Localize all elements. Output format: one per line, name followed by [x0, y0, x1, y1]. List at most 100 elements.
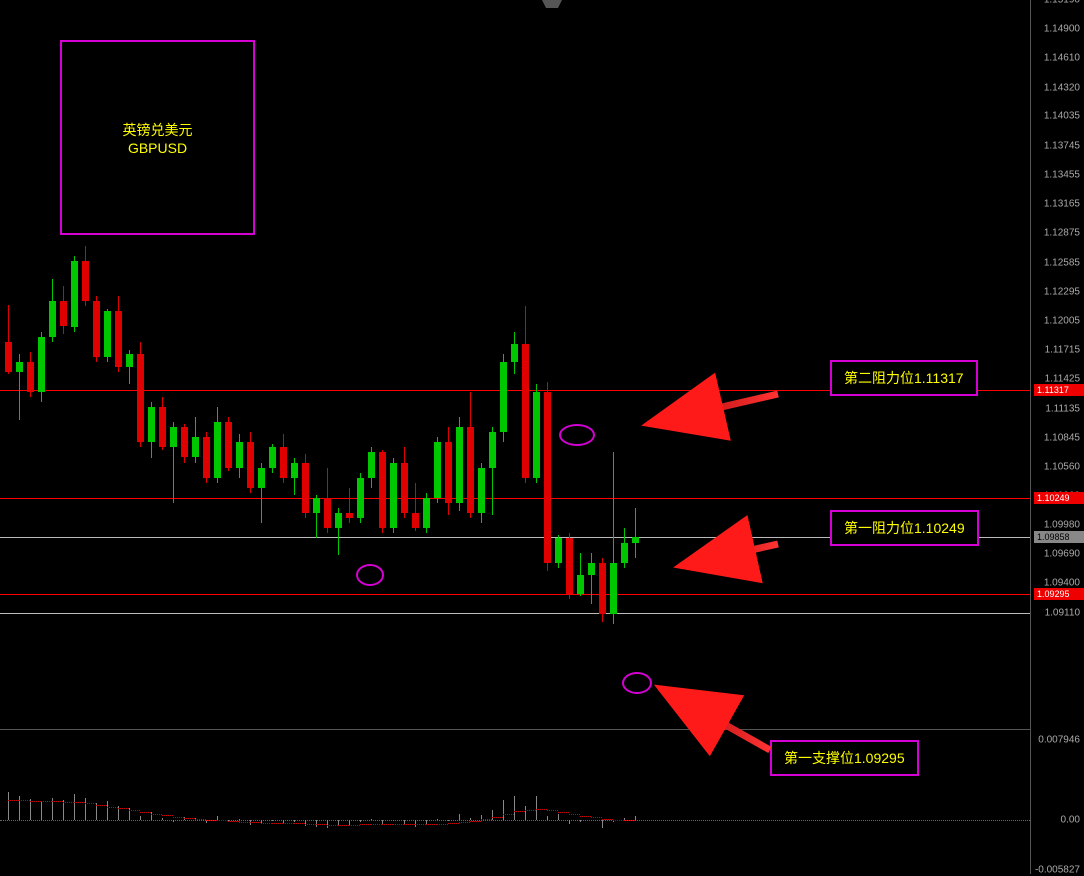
indicator-ma-segment — [404, 824, 415, 825]
price-tick: 1.15190 — [1044, 0, 1080, 6]
indicator-histogram-bar — [305, 820, 306, 826]
indicator-ma-segment — [129, 810, 140, 811]
indicator-ma-segment — [162, 815, 173, 816]
indicator-ma-segment — [613, 820, 624, 821]
indicator-histogram-bar — [63, 800, 64, 820]
indicator-histogram-bar — [294, 820, 295, 822]
indicator-ma-segment — [580, 816, 591, 817]
price-marker: 1.10249 — [1034, 492, 1084, 504]
indicator-ma-segment — [437, 824, 448, 825]
symbol-code: GBPUSD — [128, 140, 187, 156]
chart-container: 1.151901.149001.146101.143201.140351.137… — [0, 0, 1084, 874]
indicator-ma-segment — [547, 810, 558, 811]
annotation-label: 第二阻力位1.11317 — [844, 370, 964, 386]
indicator-ma-segment — [514, 811, 525, 812]
indicator-histogram-bar — [272, 820, 273, 821]
indicator-histogram-bar — [74, 794, 75, 820]
indicator-histogram-bar — [635, 816, 636, 820]
indicator-histogram-bar — [371, 819, 372, 820]
indicator-ma-segment — [492, 817, 503, 818]
indicator-histogram-bar — [448, 820, 449, 821]
indicator-histogram-bar — [459, 814, 460, 820]
price-tick: 1.12295 — [1044, 286, 1080, 297]
horizontal-level-line — [0, 498, 1030, 499]
indicator-histogram-bar — [525, 806, 526, 820]
indicator-ma-segment — [261, 823, 272, 824]
price-marker: 1.09295 — [1034, 588, 1084, 600]
annotation-resistance-2: 第二阻力位1.11317 — [830, 360, 978, 396]
indicator-histogram-bar — [162, 818, 163, 820]
horizontal-level-line — [0, 594, 1030, 595]
indicator-tick: 0.00 — [1061, 815, 1080, 826]
indicator-ma-segment — [173, 817, 184, 818]
indicator-ma-segment — [470, 821, 481, 822]
symbol-title: 英镑兑美元 — [123, 120, 193, 140]
indicator-ma-segment — [536, 809, 547, 810]
indicator-ma-segment — [558, 812, 569, 813]
price-tick: 1.09110 — [1045, 607, 1080, 618]
price-tick: 1.13165 — [1044, 199, 1080, 210]
indicator-ma-segment — [569, 814, 580, 815]
indicator-ma-segment — [63, 802, 74, 803]
indicator-histogram-bar — [30, 799, 31, 820]
price-tick: 1.12005 — [1044, 315, 1080, 326]
indicator-ma-segment — [602, 819, 613, 820]
indicator-tick: 0.007946 — [1038, 735, 1080, 746]
price-tick: 1.14035 — [1044, 111, 1080, 122]
indicator-histogram-bar — [107, 801, 108, 820]
indicator-histogram-bar — [360, 820, 361, 822]
indicator-zero-line — [0, 820, 1030, 821]
indicator-ma-segment — [118, 808, 129, 809]
annotation-resistance-1: 第一阻力位1.10249 — [830, 510, 979, 546]
indicator-histogram-bar — [602, 820, 603, 828]
indicator-ma-segment — [294, 823, 305, 824]
indicator-histogram-bar — [327, 820, 328, 828]
price-marker: 1.11317 — [1034, 384, 1084, 396]
indicator-ma-segment — [52, 801, 63, 802]
price-tick: 1.13455 — [1044, 169, 1080, 180]
indicator-histogram-bar — [470, 818, 471, 820]
indicator-ma-segment — [19, 800, 30, 801]
indicator-ma-segment — [85, 803, 96, 804]
indicator-histogram-bar — [437, 819, 438, 820]
indicator-histogram-bar — [580, 820, 581, 822]
indicator-ma-segment — [393, 824, 404, 825]
indicator-ma-segment — [525, 810, 536, 811]
indicator-histogram-bar — [140, 816, 141, 820]
indicator-ma-segment — [184, 818, 195, 819]
indicator-ma-segment — [151, 814, 162, 815]
price-tick: 1.14320 — [1044, 82, 1080, 93]
indicator-histogram-bar — [503, 800, 504, 820]
indicator-ma-segment — [360, 824, 371, 825]
indicator-ma-segment — [41, 801, 52, 802]
indicator-ma-segment — [206, 820, 217, 821]
indicator-ma-segment — [96, 805, 107, 806]
indicator-histogram-bar — [547, 816, 548, 820]
indicator-ma-segment — [217, 820, 228, 821]
indicator-ma-segment — [316, 824, 327, 825]
price-tick: 1.11425 — [1045, 374, 1080, 385]
indicator-ma-segment — [305, 824, 316, 825]
indicator-ma-segment — [591, 817, 602, 818]
indicator-ma-segment — [228, 821, 239, 822]
price-tick: 1.12585 — [1044, 257, 1080, 268]
indicator-ma-segment — [74, 802, 85, 803]
highlight-circle — [356, 564, 384, 586]
indicator-ma-segment — [426, 824, 437, 825]
indicator-histogram-bar — [569, 820, 570, 824]
indicator-ma-segment — [327, 825, 338, 826]
indicator-histogram-bar — [239, 819, 240, 820]
price-tick: 1.10560 — [1044, 461, 1080, 472]
horizontal-level-line — [0, 613, 1030, 614]
indicator-ma-segment — [140, 812, 151, 813]
price-tick: 1.13745 — [1044, 140, 1080, 151]
price-axis: 1.151901.149001.146101.143201.140351.137… — [1030, 0, 1084, 874]
indicator-histogram-bar — [8, 792, 9, 820]
indicator-ma-segment — [30, 801, 41, 802]
price-tick: 1.11715 — [1045, 345, 1080, 356]
indicator-histogram-bar — [173, 820, 174, 822]
indicator-ma-segment — [415, 824, 426, 825]
price-tick: 1.11135 — [1045, 403, 1080, 414]
indicator-histogram-bar — [85, 798, 86, 820]
price-tick: 1.09690 — [1044, 549, 1080, 560]
